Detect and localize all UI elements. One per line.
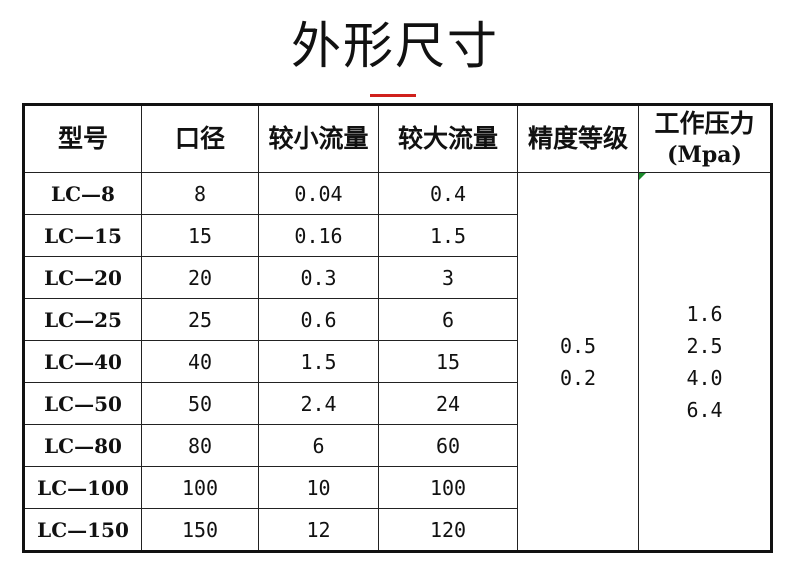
diameter-cell: 150	[141, 508, 259, 552]
max-flow-cell: 15	[378, 340, 518, 383]
accuracy-cell: 0.5 0.2	[517, 172, 639, 552]
header-pressure-label: 工作压力	[654, 108, 755, 138]
model-cell: LC—20	[23, 256, 142, 299]
model-cell: LC—25	[23, 298, 142, 341]
max-flow-cell: 1.5	[378, 214, 518, 257]
header-max-flow: 较大流量	[378, 104, 518, 173]
pressure-value: 1.6	[686, 301, 723, 326]
model-cell: LC—50	[23, 382, 142, 425]
table-row: LC—8 8 0.04 0.4 0.5 0.2 1.6 2.5 4.0 6.4	[23, 172, 772, 552]
min-flow-cell: 0.3	[258, 256, 379, 299]
header-diameter: 口径	[141, 104, 259, 173]
table-row: LC—100 100 10 100	[23, 466, 772, 509]
accuracy-value: 0.2	[559, 365, 597, 390]
max-flow-cell: 3	[378, 256, 518, 299]
diameter-cell: 40	[141, 340, 259, 383]
model-cell: LC—150	[23, 508, 142, 552]
diameter-cell: 50	[141, 382, 259, 425]
max-flow-cell: 6	[378, 298, 518, 341]
min-flow-cell: 0.6	[258, 298, 379, 341]
diameter-cell: 8	[141, 172, 259, 215]
table-row: LC—150 150 12 120	[23, 508, 772, 552]
table-row: LC—80 80 6 60	[23, 424, 772, 467]
max-flow-cell: 100	[378, 466, 518, 509]
model-cell: LC—15	[23, 214, 142, 257]
model-cell: LC—80	[23, 424, 142, 467]
header-pressure: 工作压力 (Mpa)	[638, 104, 772, 173]
title-underline	[370, 94, 416, 97]
diameter-cell: 80	[141, 424, 259, 467]
min-flow-cell: 0.16	[258, 214, 379, 257]
min-flow-cell: 6	[258, 424, 379, 467]
table-row: LC—40 40 1.5 15	[23, 340, 772, 383]
min-flow-cell: 2.4	[258, 382, 379, 425]
max-flow-cell: 24	[378, 382, 518, 425]
pressure-cell: 1.6 2.5 4.0 6.4	[638, 172, 772, 552]
model-cell: LC—8	[23, 172, 142, 215]
header-pressure-unit: (Mpa)	[667, 141, 742, 168]
max-flow-cell: 60	[378, 424, 518, 467]
header-model: 型号	[23, 104, 142, 173]
diameter-cell: 100	[141, 466, 259, 509]
max-flow-cell: 120	[378, 508, 518, 552]
diameter-cell: 25	[141, 298, 259, 341]
min-flow-cell: 10	[258, 466, 379, 509]
model-cell: LC—100	[23, 466, 142, 509]
max-flow-cell: 0.4	[378, 172, 518, 215]
table-row: LC—50 50 2.4 24	[23, 382, 772, 425]
min-flow-cell: 0.04	[258, 172, 379, 215]
pressure-value: 4.0	[686, 365, 723, 390]
accuracy-value: 0.5	[559, 333, 597, 358]
diameter-cell: 20	[141, 256, 259, 299]
table-row: LC—25 25 0.6 6	[23, 298, 772, 341]
header-min-flow: 较小流量	[258, 104, 379, 173]
min-flow-cell: 1.5	[258, 340, 379, 383]
diameter-cell: 15	[141, 214, 259, 257]
model-cell: LC—40	[23, 340, 142, 383]
pressure-value: 2.5	[686, 333, 723, 358]
header-accuracy: 精度等级	[517, 104, 639, 173]
spec-table: 型号 口径 较小流量 较大流量 精度等级 工作压力 (Mpa) LC—8 8 0.04…	[22, 103, 773, 553]
pressure-value: 6.4	[686, 397, 723, 422]
page-title: 外形尺寸	[291, 17, 499, 75]
header-row: 型号 口径 较小流量 较大流量 精度等级 工作压力 (Mpa)	[23, 104, 772, 173]
min-flow-cell: 12	[258, 508, 379, 552]
